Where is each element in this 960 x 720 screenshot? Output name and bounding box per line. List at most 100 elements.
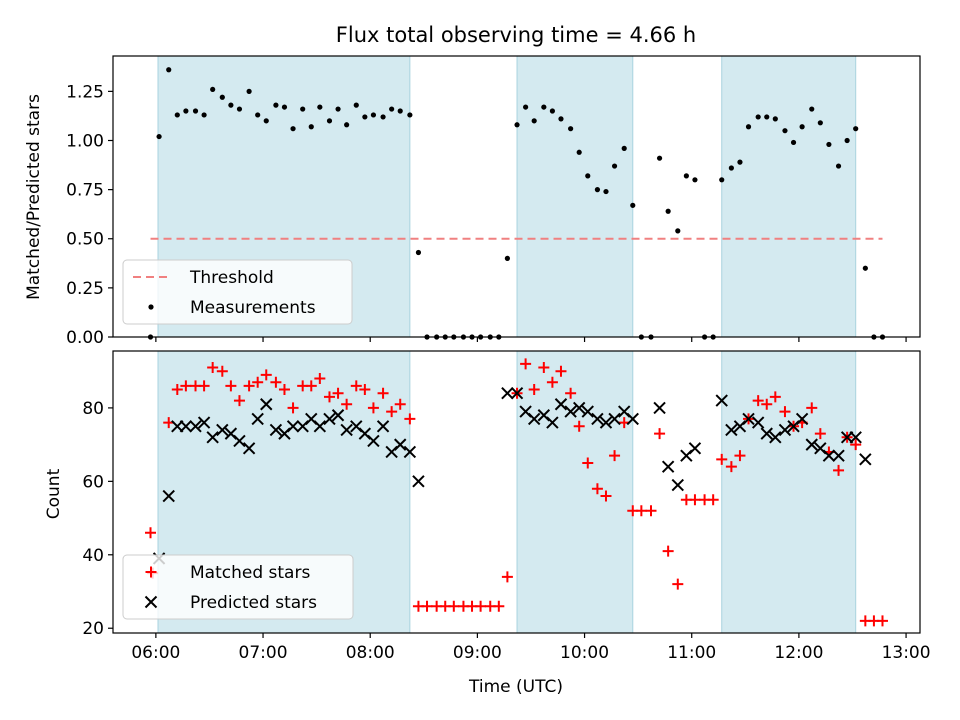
ratio-series-0-point bbox=[201, 112, 207, 118]
ratio-series-0-point bbox=[362, 114, 368, 120]
count-panel: 20 40 60 80 06:00 07:00 08:00 09:00 10:00 11:00 12… bbox=[82, 350, 931, 663]
count-series-1-point bbox=[653, 401, 666, 415]
ratio-series-0-point bbox=[166, 67, 172, 73]
count-series-1-point bbox=[313, 420, 327, 433]
count-series-0-point bbox=[645, 505, 657, 517]
count-series-0-point bbox=[538, 362, 550, 374]
y-axis-label-count: Count bbox=[44, 468, 64, 519]
count-series-0-point bbox=[305, 380, 317, 392]
count-series-0-point bbox=[662, 545, 674, 557]
count-series-0-point bbox=[421, 600, 433, 612]
count-series-1-point bbox=[822, 449, 836, 462]
ratio-series-0-point bbox=[397, 108, 403, 114]
ratio-series-0-point bbox=[764, 114, 770, 120]
ratio-series-0-point bbox=[835, 163, 842, 169]
count-series-0-point bbox=[752, 395, 764, 407]
count-y-tick-label: 60 bbox=[82, 472, 104, 492]
count-series-1-point bbox=[795, 412, 809, 426]
count-series-1-point bbox=[269, 423, 283, 437]
x-tick-label: 12:00 bbox=[774, 643, 823, 663]
count-series-0-point bbox=[243, 380, 255, 392]
ratio-series-0-point bbox=[290, 126, 296, 132]
legend-threshold-label: Threshold bbox=[189, 268, 274, 288]
count-series-1-point bbox=[403, 445, 417, 459]
ratio-series-0-point bbox=[210, 86, 216, 93]
ratio-series-0-point bbox=[568, 126, 574, 132]
ratio-series-0-point bbox=[514, 122, 520, 128]
count-series-1-point bbox=[715, 394, 728, 407]
count-series-1-point bbox=[527, 412, 541, 426]
count-series-0-point bbox=[761, 398, 773, 410]
count-series-1-point bbox=[751, 416, 765, 429]
count-series-1-point bbox=[323, 412, 336, 426]
count-series-0-point bbox=[207, 362, 219, 374]
count-series-1-point bbox=[626, 412, 639, 426]
count-series-1-point bbox=[179, 420, 193, 433]
count-shaded-interval-2 bbox=[721, 350, 857, 634]
count-series-1-point bbox=[394, 438, 407, 451]
count-series-1-point bbox=[376, 420, 390, 433]
x-tick-label: 08:00 bbox=[346, 643, 395, 663]
count-series-0-point bbox=[707, 494, 719, 506]
count-series-1-point bbox=[340, 423, 353, 437]
count-series-0 bbox=[145, 358, 888, 627]
count-series-0-point bbox=[654, 428, 666, 440]
ratio-series-0-point bbox=[862, 265, 868, 271]
count-series-0-point bbox=[448, 600, 460, 612]
ratio-series-0-point bbox=[737, 159, 743, 165]
count-series-0-point bbox=[233, 395, 245, 407]
count-series-1-point bbox=[510, 387, 524, 400]
count-axes-frame bbox=[112, 350, 921, 634]
count-series-1-point bbox=[599, 416, 613, 429]
count-series-0-point bbox=[609, 450, 621, 462]
count-series-0-point bbox=[528, 384, 540, 396]
ratio-series-0-point bbox=[353, 102, 359, 108]
count-series-1-point bbox=[251, 412, 264, 426]
x-tick-label: 09:00 bbox=[453, 643, 502, 663]
count-series-0-point bbox=[814, 428, 826, 440]
count-series-0-point bbox=[600, 490, 612, 502]
x-tick-label: 06:00 bbox=[131, 643, 180, 663]
x-tick-label: 10:00 bbox=[560, 643, 609, 663]
count-series-0-point bbox=[850, 439, 862, 451]
count-series-1-point bbox=[742, 412, 755, 426]
ratio-series-0-point bbox=[585, 173, 591, 179]
count-series-0-point bbox=[367, 402, 379, 414]
ratio-legend-label-0: Measurements bbox=[190, 298, 316, 318]
count-series-1-point bbox=[501, 387, 514, 400]
count-series-0-point bbox=[225, 380, 237, 392]
count-series-0-point bbox=[591, 483, 603, 495]
count-series-1-point bbox=[189, 420, 202, 433]
ratio-series-0-point bbox=[799, 124, 805, 130]
count-series-1-point bbox=[859, 453, 872, 466]
count-series-1-point bbox=[778, 423, 792, 437]
count-series-0-point bbox=[493, 600, 505, 612]
count-series-1-point bbox=[546, 416, 559, 429]
ratio-series-0-point bbox=[630, 202, 636, 208]
count-y-tick-label: 80 bbox=[82, 399, 104, 419]
count-series-1-point bbox=[572, 401, 586, 415]
ratio-shaded-interval-2 bbox=[721, 55, 857, 338]
count-series-1-point bbox=[832, 449, 845, 462]
count-legend-label-1: Predicted stars bbox=[190, 593, 317, 613]
count-legend-swatch-0 bbox=[145, 566, 157, 578]
ratio-series-0-point bbox=[772, 116, 778, 122]
count-series-0-point bbox=[252, 376, 264, 388]
count-series-0-point bbox=[546, 376, 558, 388]
ratio-series-0-point bbox=[255, 112, 261, 118]
ratio-series-0-point bbox=[156, 133, 162, 140]
ratio-y-tick-label: 0.00 bbox=[66, 328, 104, 348]
ratio-shaded-interval-1 bbox=[516, 55, 634, 338]
count-series-1-point bbox=[197, 416, 211, 429]
ratio-series-0-point bbox=[281, 104, 288, 110]
count-series-0-point bbox=[635, 505, 647, 517]
ratio-legend-swatch-0 bbox=[148, 304, 154, 310]
ratio-series-0-point bbox=[675, 228, 681, 234]
count-series-1-point bbox=[162, 489, 175, 503]
count-series-1-point bbox=[671, 478, 685, 492]
count-series-1-point bbox=[769, 431, 782, 444]
ratio-series-0-point bbox=[755, 114, 761, 120]
y-axis-label-ratio: Matched/Predicted stars bbox=[24, 94, 44, 300]
ratio-series-0-point bbox=[370, 112, 377, 118]
count-series-1-point bbox=[216, 423, 229, 437]
